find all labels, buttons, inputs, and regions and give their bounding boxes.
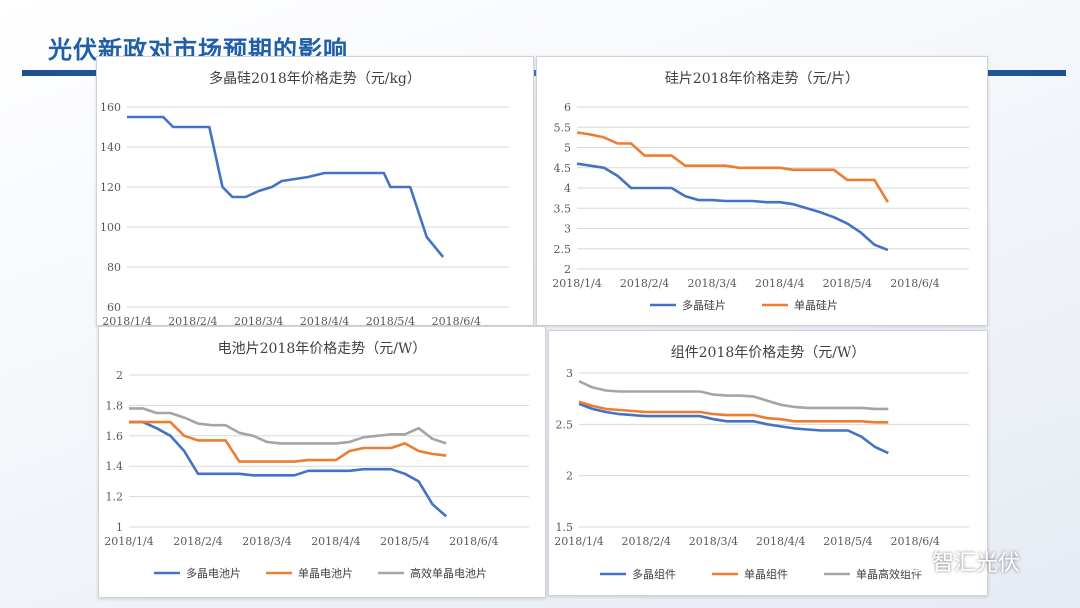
x-tick-label: 2018/5/4: [823, 535, 872, 548]
x-tick-label: 2018/4/4: [755, 277, 804, 290]
x-tick-label: 2018/2/4: [168, 315, 217, 325]
legend-label: 高效单晶电池片: [410, 566, 487, 580]
chart-panel-cell: 电池片2018年价格走势（元/W） 1 1.2 1.4 1.6 1.8 2 2018/1/4 2…: [98, 326, 546, 598]
chart-panel-module: 组件2018年价格走势（元/W） 1.5 2 2.5 3 2018/1/4 2018/2/4…: [548, 330, 988, 596]
wafer-price-chart: 硅片2018年价格走势（元/片） 2 2.5 3 3.5 4 4.5 5 5.5 6 2018/1/…: [552, 71, 969, 312]
legend-label: 单晶硅片: [794, 299, 838, 312]
series-line: [576, 162, 889, 252]
y-tick-label: 5: [564, 142, 571, 155]
chart-title: 硅片2018年价格走势（元/片）: [665, 71, 859, 87]
x-tick-label: 2018/4/4: [756, 535, 805, 548]
x-tick-label: 2018/6/4: [449, 535, 498, 548]
legend-label: 多晶电池片: [186, 566, 241, 580]
module-price-chart: 组件2018年价格走势（元/W） 1.5 2 2.5 3 2018/1/4 2018/2/4…: [554, 345, 969, 581]
legend-label: 单晶电池片: [298, 567, 353, 580]
y-tick-label: 160: [100, 101, 121, 114]
x-tick-label: 2018/1/4: [104, 535, 153, 548]
y-tick-label: 1.8: [106, 399, 124, 412]
chart-panel-wafer: 硅片2018年价格走势（元/片） 2 2.5 3 3.5 4 4.5 5 5.5 6 2018/1/…: [536, 56, 988, 326]
cell-price-chart: 电池片2018年价格走势（元/W） 1 1.2 1.4 1.6 1.8 2 2018/1/4 2…: [104, 341, 529, 580]
y-tick-label: 100: [100, 221, 121, 234]
series-line: [127, 115, 445, 258]
y-tick-label: 2: [564, 263, 571, 276]
y-tick-label: 4: [564, 182, 571, 195]
legend-label: 单晶高效组件: [856, 567, 922, 581]
x-tick-label: 2018/2/4: [173, 535, 222, 548]
series-line: [578, 400, 889, 424]
x-tick-label: 2018/3/4: [234, 315, 283, 325]
y-tick-label: 2: [566, 470, 573, 483]
y-tick-label: 2: [116, 369, 123, 382]
x-tick-label: 2018/6/4: [432, 315, 481, 325]
y-tick-label: 80: [107, 261, 121, 274]
chart-title: 电池片2018年价格走势（元/W）: [218, 341, 427, 357]
y-tick-label: 2.5: [556, 418, 574, 431]
x-tick-label: 2018/3/4: [242, 535, 291, 548]
chat-bubble-icon: [893, 550, 925, 572]
legend-label: 多晶硅片: [682, 298, 726, 312]
y-tick-label: 3: [566, 367, 573, 380]
x-tick-label: 2018/4/4: [300, 315, 349, 325]
y-tick-label: 3: [564, 223, 571, 236]
legend-label: 多晶组件: [632, 567, 676, 581]
series-line: [576, 131, 890, 203]
y-tick-label: 6: [564, 101, 571, 114]
x-tick-label: 2018/3/4: [687, 277, 736, 290]
x-tick-label: 2018/5/4: [380, 535, 429, 548]
legend-label: 单晶组件: [744, 567, 788, 581]
series-line: [578, 380, 889, 411]
y-tick-label: 3.5: [554, 202, 572, 215]
series-line: [129, 407, 447, 445]
y-tick-label: 1.5: [556, 521, 574, 534]
watermark-text: 智汇光伏: [932, 551, 1021, 576]
x-tick-label: 2018/1/4: [552, 277, 601, 290]
polysilicon-price-chart: 多晶硅2018年价格走势（元/kg） 60 80 100 120 140 160 2018/1…: [100, 70, 509, 325]
y-tick-label: 1.2: [106, 491, 124, 504]
y-tick-label: 120: [100, 181, 121, 194]
x-tick-label: 2018/1/4: [554, 535, 603, 548]
chart-panel-polysilicon: 多晶硅2018年价格走势（元/kg） 60 80 100 120 140 160 2018/1…: [96, 56, 534, 326]
x-tick-label: 2018/6/4: [891, 535, 940, 548]
y-tick-label: 5.5: [554, 121, 572, 134]
y-tick-label: 140: [100, 141, 121, 154]
x-tick-label: 2018/1/4: [102, 315, 151, 325]
x-tick-label: 2018/2/4: [622, 535, 671, 548]
y-tick-label: 1.4: [106, 460, 124, 473]
y-tick-label: 60: [107, 301, 121, 314]
x-tick-label: 2018/6/4: [890, 277, 939, 290]
x-tick-label: 2018/2/4: [620, 277, 669, 290]
series-line: [129, 420, 447, 463]
x-tick-label: 2018/5/4: [823, 277, 872, 290]
y-tick-label: 4.5: [554, 162, 572, 175]
watermark: 智汇光伏: [892, 545, 1020, 577]
y-tick-label: 2.5: [554, 243, 572, 256]
x-tick-label: 2018/4/4: [311, 535, 360, 548]
y-tick-label: 1: [116, 521, 123, 534]
chart-title: 组件2018年价格走势（元/W）: [671, 345, 866, 361]
x-tick-label: 2018/5/4: [366, 315, 415, 325]
y-tick-label: 1.6: [106, 430, 124, 443]
chart-title: 多晶硅2018年价格走势（元/kg）: [209, 70, 421, 87]
series-line: [129, 420, 448, 518]
series-line: [578, 402, 889, 455]
x-tick-label: 2018/3/4: [689, 535, 738, 548]
